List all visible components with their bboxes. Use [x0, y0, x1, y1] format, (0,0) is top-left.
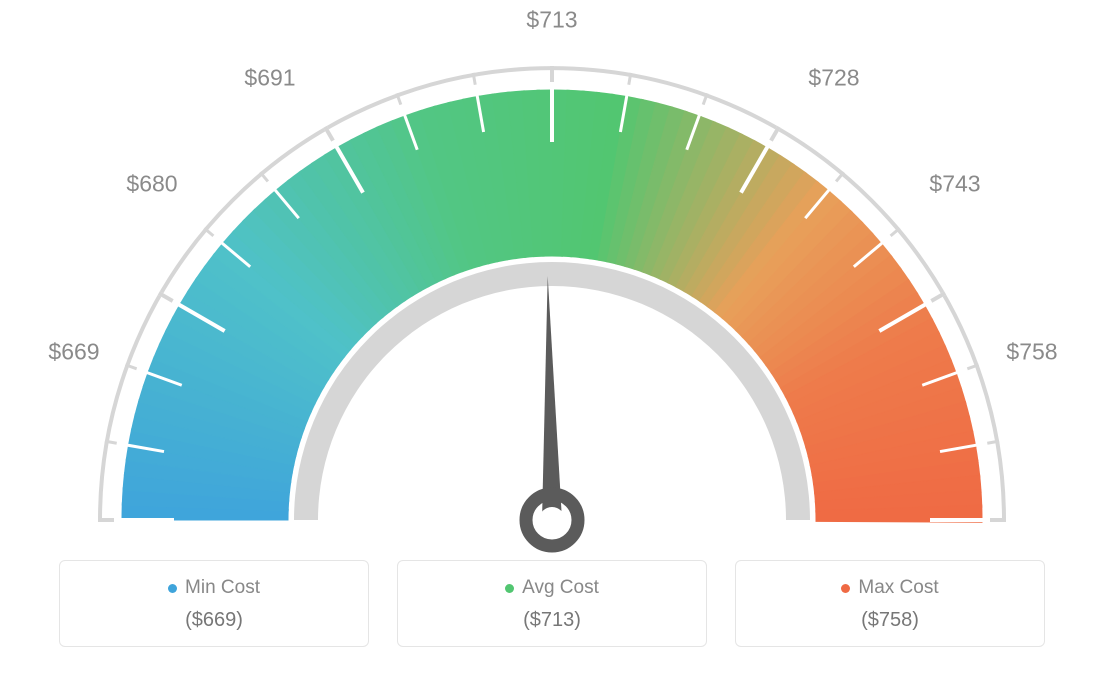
legend-dot-min [168, 584, 177, 593]
legend-row: Min Cost ($669) Avg Cost ($713) Max Cost… [0, 560, 1104, 647]
legend-min-cost: Min Cost ($669) [59, 560, 369, 647]
legend-max-value: ($758) [748, 609, 1032, 632]
gauge-tick-label: $691 [244, 65, 295, 92]
gauge-svg [0, 0, 1104, 560]
legend-max-cost: Max Cost ($758) [735, 560, 1045, 647]
gauge-tick-label: $743 [929, 171, 980, 198]
legend-avg-title: Avg Cost [505, 577, 599, 599]
gauge-tick-label: $758 [1006, 339, 1057, 366]
gauge-tick-label: $713 [526, 7, 577, 34]
gauge-chart: $669 $680 $691 $713 $728 $743 $758 [0, 0, 1104, 560]
legend-min-value: ($669) [72, 609, 356, 632]
legend-min-title: Min Cost [168, 577, 260, 599]
legend-avg-cost: Avg Cost ($713) [397, 560, 707, 647]
legend-avg-value: ($713) [410, 609, 694, 632]
gauge-tick-label: $680 [126, 171, 177, 198]
gauge-tick-label: $669 [48, 339, 99, 366]
legend-min-label: Min Cost [185, 577, 260, 599]
gauge-needle-hub-hole [539, 507, 565, 533]
gauge-needle [542, 276, 562, 520]
legend-dot-avg [505, 584, 514, 593]
legend-max-label: Max Cost [858, 577, 938, 599]
legend-dot-max [841, 584, 850, 593]
legend-max-title: Max Cost [841, 577, 938, 599]
gauge-tick-label: $728 [808, 65, 859, 92]
legend-avg-label: Avg Cost [522, 577, 599, 599]
